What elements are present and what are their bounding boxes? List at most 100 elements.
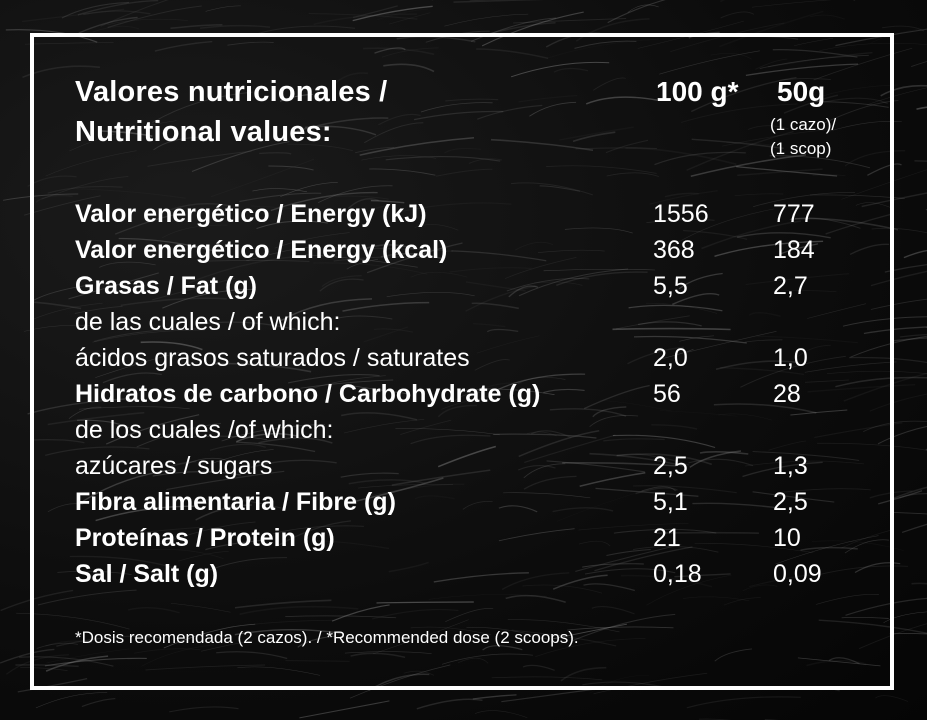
fur-strand [250,459,337,469]
fur-strand [395,428,500,436]
fur-strand [599,400,672,412]
nutrient-label: Valor energético / Energy (kJ) [75,200,427,228]
fur-strand [575,18,650,42]
fur-strand [141,644,214,667]
fur-strand [752,451,860,461]
fur-strand [239,192,322,203]
fur-strand [567,626,674,631]
fur-strand [69,555,174,569]
fur-strand [878,490,923,505]
fur-strand [546,38,659,59]
fur-strand [471,302,519,310]
fur-strand [613,528,717,534]
fur-strand [749,574,813,588]
fur-strand [526,431,557,437]
fur-strand [118,237,213,252]
fur-strand [815,594,879,605]
fur-strand [372,608,459,620]
title-line-2: Nutritional values: [75,116,332,148]
fur-strand [388,561,429,573]
fur-strand [83,10,151,16]
fur-strand [715,360,799,371]
fur-strand [153,136,202,151]
fur-strand [154,40,213,52]
fur-strand [689,450,742,468]
fur-strand [81,698,116,708]
fur-strand [94,328,202,342]
fur-strand [383,63,435,73]
value-per-50g: 10 [773,524,801,552]
fur-strand [428,594,547,600]
fur-strand [315,540,390,550]
column-header-50g: 50g [777,76,826,107]
fur-strand [451,250,547,262]
fur-strand [826,370,927,375]
value-per-50g: 1,0 [773,344,808,372]
fur-strand [355,477,444,502]
fur-strand [737,168,823,177]
fur-strand [433,572,529,583]
fur-strand [533,281,583,286]
fur-strand [445,608,494,623]
fur-strand [352,5,398,19]
nutrient-label: Fibra alimentaria / Fibre (g) [75,488,396,516]
fur-strand [686,330,777,353]
fur-strand [363,326,409,343]
fur-strand [803,84,898,104]
fur-strand [893,337,927,342]
fur-strand [274,232,350,249]
fur-strand [469,0,491,2]
fur-strand [612,434,716,449]
fur-strand [413,110,504,121]
value-per-50g: 1,3 [773,452,808,480]
fur-strand [575,543,682,572]
fur-strand [297,117,389,132]
nutrition-row: de los cuales /of which: [75,412,865,448]
fur-strand [772,49,858,58]
fur-strand [102,372,162,384]
fur-strand [416,698,483,710]
fur-strand [710,52,752,60]
fur-strand [287,143,354,152]
fur-strand [552,507,614,513]
fur-strand [911,582,927,585]
fur-strand [420,102,493,113]
fur-strand [744,339,783,343]
fur-strand [510,61,610,78]
fur-strand [690,154,807,178]
fur-strand [557,484,663,522]
fur-strand [400,419,452,436]
fur-strand [287,374,380,384]
fur-strand [506,278,590,292]
nutrition-row: Fibra alimentaria / Fibre (g) 5,1 2,5 [75,484,865,520]
fur-strand [722,128,835,147]
fur-strand [701,220,802,250]
fur-strand [78,16,138,34]
fur-strand [818,619,927,634]
fur-strand [166,460,197,469]
fur-strand [800,546,858,551]
fur-strand [364,483,465,498]
fur-strand [559,126,634,141]
fur-strand [552,574,608,590]
fur-strand [472,694,517,700]
fur-strand [543,268,656,272]
fur-strand [259,152,292,155]
fur-strand [861,192,927,208]
fur-strand [470,17,556,42]
fur-strand [195,504,252,521]
fur-strand [720,11,755,19]
fur-strand [505,594,566,604]
fur-strand [216,651,288,660]
fur-strand [163,623,256,649]
fur-strand [625,147,737,165]
nutrition-row: Hidratos de carbono / Carbohydrate (g) 56… [75,376,865,412]
nutrition-title: Valores nutricionales / Nutritional valu… [75,72,387,152]
fur-strand [41,175,129,200]
fur-strand [140,341,203,351]
fur-strand [633,335,747,344]
fur-strand [57,570,132,575]
fur-strand [498,528,575,542]
fur-strand [82,468,175,502]
nutrient-label: Grasas / Fat (g) [75,272,257,300]
